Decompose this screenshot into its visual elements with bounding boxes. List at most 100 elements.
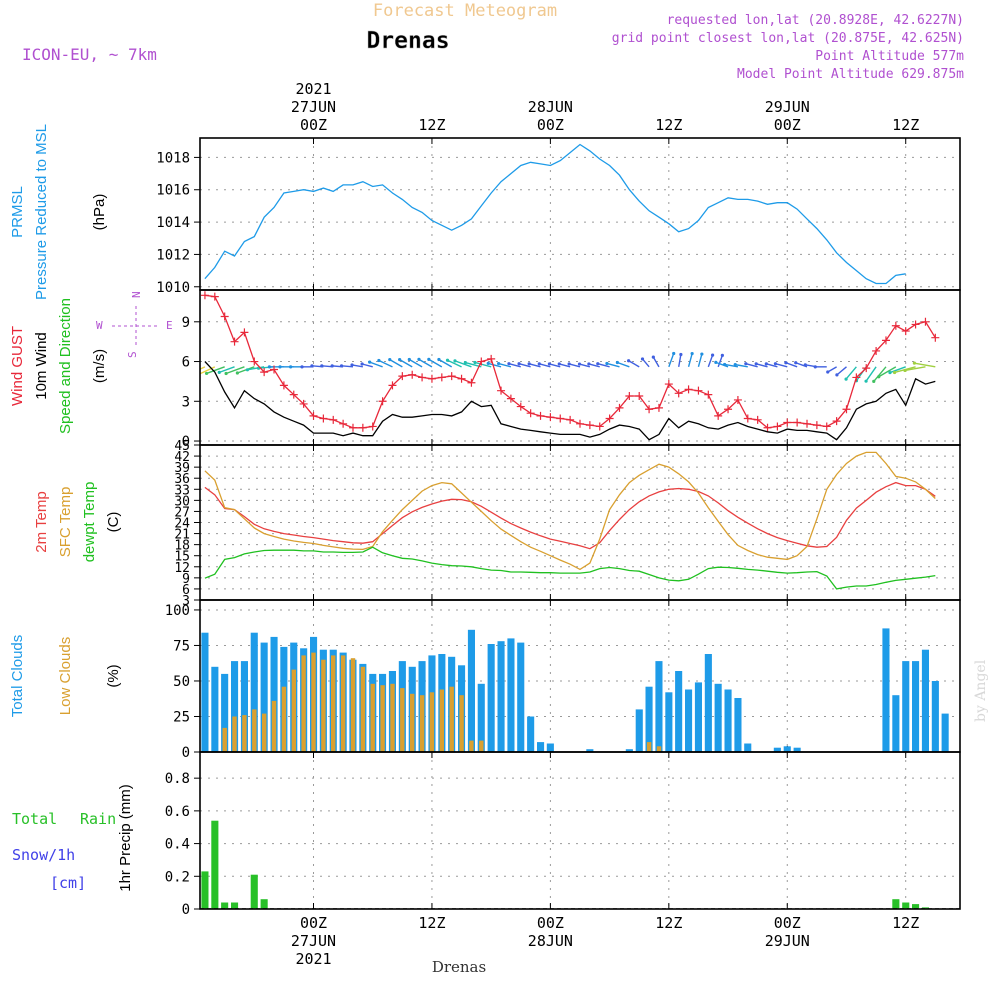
gust-marker (911, 320, 920, 329)
wind-arrow-head (537, 362, 541, 366)
gust-marker (694, 386, 703, 395)
y-tick-label: 0 (182, 745, 190, 761)
top-time-label: 2021 (295, 80, 331, 98)
wind-arrow (865, 366, 877, 382)
bar-total-clouds (882, 628, 890, 752)
y-tick-label: 36 (174, 472, 190, 487)
wind-arrow-head (517, 362, 521, 366)
bar-total-rain (211, 820, 219, 909)
y-tick-label: 6 (182, 355, 190, 371)
wind-arrow-head (813, 365, 817, 369)
gust-marker (852, 373, 861, 382)
wind-arrow (904, 366, 926, 372)
wind-arrow (225, 366, 245, 375)
wind-arrow-head (330, 364, 334, 368)
wind-arrow-head (217, 370, 221, 374)
wind-arrow (438, 358, 453, 368)
wind-arrow-head (567, 362, 571, 366)
top-time-label: 00Z (774, 116, 801, 134)
wind-arrow (579, 363, 591, 368)
y-tick-label: 75 (173, 638, 190, 654)
bar-low-clouds (281, 686, 287, 752)
gust-marker (724, 405, 733, 414)
bar-total-clouds (734, 698, 742, 752)
gust-marker (763, 423, 772, 432)
bar-total-clouds (477, 683, 485, 752)
gust-marker (260, 368, 269, 377)
wind-arrow-head (267, 365, 271, 369)
y-tick-label: 1018 (156, 150, 190, 166)
y-tick-label: 9 (182, 315, 190, 331)
label-sfc-temp: SFC Temp (57, 487, 74, 558)
series-sfc-temp (204, 451, 936, 571)
gust-marker (832, 417, 841, 426)
wind-arrow-head (437, 357, 441, 362)
gust-marker (200, 291, 209, 300)
bar-total-rain (902, 902, 910, 909)
wind-arrow-head (864, 379, 868, 383)
gust-marker (901, 327, 910, 336)
wind-arrow-head (723, 362, 727, 367)
gust-marker (220, 312, 229, 321)
gust-marker (635, 391, 644, 400)
gust-marker (210, 292, 219, 301)
gust-marker (605, 414, 614, 423)
gust-marker (743, 414, 752, 423)
wind-arrow-head (651, 355, 655, 359)
bar-total-clouds (645, 686, 653, 752)
label-total-clouds: Total Clouds (9, 635, 26, 718)
wind-arrow-head (547, 362, 551, 366)
wind-arrow (408, 358, 423, 368)
gust-marker (339, 419, 348, 428)
y-tick-label: 50 (173, 674, 190, 690)
wind-arrow (597, 362, 610, 368)
gust-marker (358, 423, 367, 432)
bottom-time-label: 12Z (418, 914, 445, 932)
bottom-time-label: 2021 (295, 950, 331, 968)
bar-total-clouds (635, 709, 643, 752)
bar-total-clouds (507, 638, 515, 752)
bar-low-clouds (656, 746, 662, 752)
gust-marker (921, 317, 930, 326)
bar-low-clouds (232, 716, 237, 752)
plot-area-clouds (201, 628, 949, 752)
label-prmsl: PRMSL (9, 186, 26, 238)
bar-low-clouds (252, 709, 257, 752)
bar-total-clouds (744, 743, 752, 752)
wind-arrow (508, 362, 521, 368)
wind-arrow-head (888, 370, 892, 375)
y-tick-label: 0 (182, 902, 190, 918)
bar-low-clouds (222, 727, 227, 752)
bottom-time-label: 12Z (892, 914, 919, 932)
bar-low-clouds (350, 658, 356, 752)
wind-arrow-head (690, 351, 694, 356)
bar-low-clouds (360, 666, 366, 752)
wind-arrow (617, 361, 630, 368)
wind-arrow-head (350, 363, 354, 367)
bar-total-clouds (211, 666, 219, 752)
gust-marker (309, 411, 318, 420)
gust-marker (803, 419, 812, 428)
bar-total-clouds (941, 713, 949, 752)
y-tick-label: 1014 (156, 215, 190, 231)
label-10m-wind: 10m Wind (33, 332, 50, 400)
gust-marker (645, 405, 654, 414)
bar-low-clouds (370, 683, 375, 752)
wind-arrow (628, 360, 640, 368)
series-2m-temp (204, 481, 936, 550)
gust-marker (250, 357, 259, 366)
label-pressure-msl: Pressure Reduced to MSL (33, 124, 50, 300)
wind-arrow (914, 362, 936, 368)
bar-total-clouds (694, 682, 702, 752)
bottom-time-label: 00Z (300, 914, 327, 932)
bar-total-clouds (892, 695, 900, 752)
label-speed-direction: Speed and Direction (57, 298, 74, 434)
gust-marker (427, 374, 436, 383)
gust-marker (299, 399, 308, 408)
wind-arrow (678, 354, 682, 367)
y-tick-label: 0.8 (165, 771, 190, 787)
gust-marker (842, 405, 851, 414)
gust-marker (753, 415, 762, 424)
bar-total-rain (892, 899, 900, 909)
